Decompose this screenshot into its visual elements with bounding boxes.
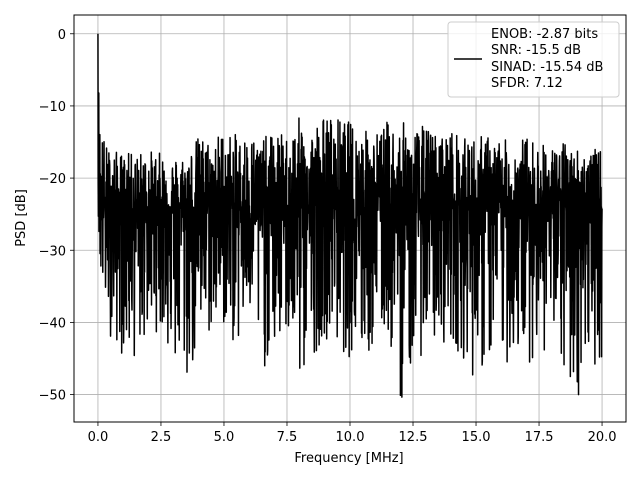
y-tick-label: −20 [39, 172, 66, 187]
legend-enob: ENOB: -2.87 bits [491, 27, 598, 42]
x-axis: 0.0 2.5 5.0 7.5 10.0 12.5 15.0 17.5 20.0 [88, 422, 617, 445]
x-tick-label: 2.5 [151, 430, 172, 445]
x-tick-label: 17.5 [525, 430, 554, 445]
x-tick-label: 20.0 [588, 430, 617, 445]
y-tick-label: −30 [39, 244, 66, 259]
x-tick-label: 10.0 [336, 430, 365, 445]
y-tick-label: −40 [39, 316, 66, 331]
legend-box [447, 21, 620, 98]
x-tick-label: 7.5 [277, 430, 298, 445]
x-tick-label: 5.0 [214, 430, 235, 445]
y-tick-label: −50 [39, 389, 66, 404]
y-axis-label: PSD [dB] [14, 189, 29, 247]
y-axis: 0 −10 −20 −30 −40 −50 [39, 28, 74, 404]
y-tick-label: 0 [58, 28, 66, 43]
series-line [97, 33, 603, 398]
y-tick-label: −10 [39, 100, 66, 115]
legend-snr: SNR: -15.5 dB [491, 43, 581, 58]
legend: ENOB: -2.87 bits SNR: -15.5 dB SINAD: -1… [447, 21, 620, 98]
x-tick-label: 15.0 [462, 430, 491, 445]
x-axis-label: Frequency [MHz] [294, 451, 403, 466]
legend-sfdr: SFDR: 7.12 [491, 76, 563, 91]
plot-area [97, 33, 603, 398]
x-tick-label: 0.0 [88, 430, 109, 445]
legend-sinad: SINAD: -15.54 dB [491, 60, 603, 75]
x-tick-label: 12.5 [399, 430, 428, 445]
